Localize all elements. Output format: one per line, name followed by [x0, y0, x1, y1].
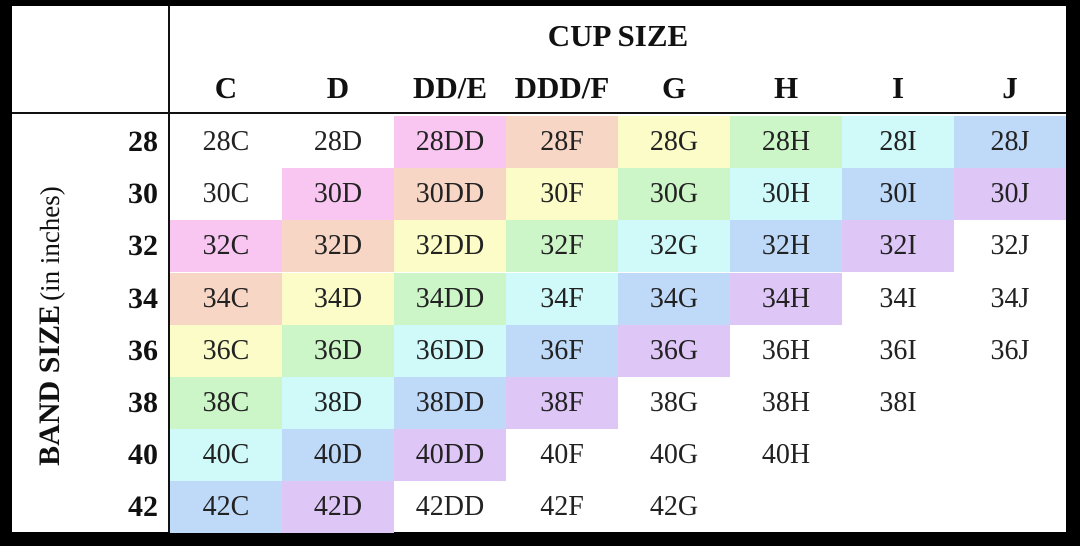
size-cell: 34DD: [394, 272, 506, 325]
size-cell: [954, 481, 1066, 533]
size-cell: 40D: [282, 429, 394, 482]
band-size-number: 36: [128, 333, 158, 367]
size-cell: 42D: [282, 481, 394, 534]
size-cell: 34G: [618, 272, 730, 325]
size-chart: CUP SIZE C D DD/E DDD/F G H I J BAND SIZE (in i…: [12, 6, 1066, 534]
size-cell: 30I: [842, 168, 954, 221]
cup-header: J: [1002, 70, 1018, 105]
size-cell: 38I: [879, 387, 917, 418]
band-size-units: (in inches): [35, 186, 65, 301]
size-cell: 36C: [170, 324, 282, 377]
size-cell: 30J: [954, 168, 1066, 221]
size-cell: 36DD: [394, 324, 506, 377]
size-cell: 38C: [170, 377, 282, 429]
band-size-number: 28: [128, 125, 158, 158]
size-cell: 28F: [506, 116, 618, 168]
cup-header: C: [214, 70, 238, 105]
size-cell: 34D: [282, 272, 394, 325]
cup-header: DD/E: [412, 70, 488, 105]
size-cell: 38H: [761, 387, 811, 418]
size-cell: 34J: [990, 282, 1030, 314]
size-cell: 32DD: [394, 220, 506, 273]
size-cell: 28H: [730, 116, 842, 168]
size-cell: 28C: [202, 126, 250, 157]
header-divider: [12, 112, 1066, 114]
size-cell: 34F: [506, 272, 618, 325]
size-cell: 36J: [990, 334, 1030, 366]
column-divider: [168, 6, 170, 532]
band-size-number: 38: [128, 386, 158, 419]
size-cell: 40H: [761, 439, 811, 471]
size-cell: [954, 377, 1066, 429]
size-cell: [954, 429, 1066, 481]
cup-header: H: [773, 70, 799, 105]
band-size-label: BAND SIZE: [33, 304, 66, 466]
band-size-number: 40: [128, 438, 158, 472]
size-cell: 30G: [618, 168, 730, 221]
size-cell: 32C: [170, 220, 282, 273]
size-cell: 40G: [649, 439, 699, 471]
size-cell: 30F: [506, 168, 618, 221]
size-cell: 34C: [170, 272, 282, 325]
size-cell: 32J: [990, 230, 1030, 262]
size-cell: 28G: [618, 116, 730, 168]
size-cell: 30DD: [394, 168, 506, 221]
size-cell: 36F: [506, 324, 618, 377]
size-cell: 36G: [618, 324, 730, 377]
size-cell: [842, 481, 954, 533]
band-size-number: 32: [128, 229, 158, 263]
band-size-number: 42: [128, 490, 158, 524]
size-cell: 38D: [282, 377, 394, 429]
size-cell: 32H: [730, 220, 842, 273]
size-cell: 40DD: [394, 429, 506, 482]
size-cell: 36H: [761, 334, 811, 366]
size-cell: 32G: [618, 220, 730, 273]
cup-size-title: CUP SIZE: [547, 18, 689, 53]
size-cell: 36I: [879, 334, 917, 366]
size-cell: 38DD: [394, 377, 506, 429]
size-cell: 42DD: [415, 491, 485, 523]
size-cell: 42F: [540, 491, 584, 523]
size-cell: 30D: [282, 168, 394, 221]
cup-header: G: [661, 70, 687, 105]
size-cell: 32I: [842, 220, 954, 273]
size-cell: 38F: [506, 377, 618, 429]
size-cell: 36D: [282, 324, 394, 377]
size-cell: 42G: [649, 491, 699, 523]
size-cell: 30C: [202, 178, 250, 210]
band-size-number: 34: [128, 281, 158, 315]
size-cell: [730, 481, 842, 533]
band-size-title: BAND SIZE (in inches): [30, 126, 70, 526]
size-cell: 32D: [282, 220, 394, 273]
size-cell: 30H: [730, 168, 842, 221]
cup-header: D: [326, 70, 350, 105]
size-cell: 38G: [649, 387, 699, 418]
cup-header: DDD/F: [514, 70, 610, 105]
size-cell: 40C: [170, 429, 282, 482]
size-cell: 32F: [506, 220, 618, 273]
size-cell: 28DD: [394, 116, 506, 168]
size-cell: [842, 429, 954, 481]
size-cell: 34I: [879, 282, 917, 314]
size-cell: 28J: [954, 116, 1066, 168]
size-cell: 42C: [170, 481, 282, 534]
size-cell: 40F: [540, 439, 584, 471]
size-cell: 34H: [730, 272, 842, 325]
size-cell: 28I: [842, 116, 954, 168]
size-cell: 28D: [313, 126, 363, 157]
band-size-number: 30: [128, 177, 158, 211]
cup-header: I: [891, 70, 905, 105]
